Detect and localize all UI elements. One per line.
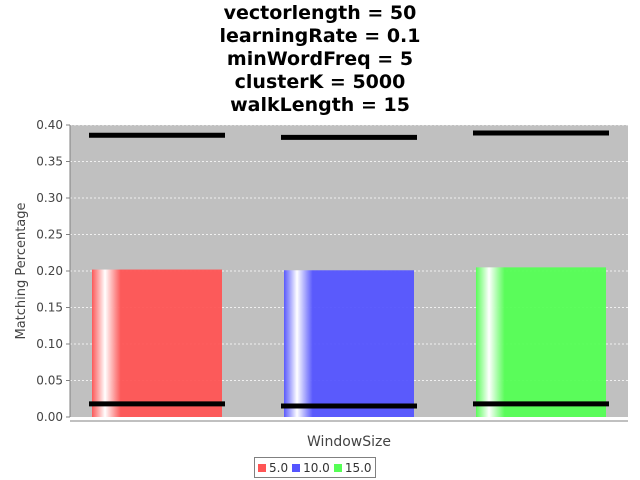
legend-label-10: 10.0	[303, 460, 330, 475]
legend-label-15: 15.0	[344, 460, 372, 475]
legend-swatch-5	[258, 463, 266, 472]
y-tick-label: 0.10	[36, 337, 63, 351]
title-line-walklength: walkLength = 15	[230, 94, 410, 116]
legend-item-5: 5.0	[258, 461, 288, 475]
chart-title: vectorlength = 50 learningRate = 0.1 min…	[0, 2, 640, 117]
title-line-clusterk: clusterK = 5000	[234, 71, 406, 93]
legend-item-15: 15.0	[333, 460, 372, 475]
legend-item-10: 10.0	[292, 461, 330, 475]
title-line-vectorlength: vectorlength = 50	[223, 2, 417, 24]
bar-5.0	[92, 269, 222, 417]
legend-label-5: 5.0	[269, 460, 289, 475]
y-tick-label: 0.15	[36, 301, 63, 315]
y-tick-label: 0.20	[36, 264, 63, 278]
y-tick-label: 0.25	[36, 228, 63, 242]
x-axis-label: WindowSize	[307, 434, 391, 450]
bar-10.0	[284, 270, 414, 417]
y-tick-label: 0.35	[36, 155, 63, 169]
y-tick-label: 0.00	[36, 410, 63, 424]
y-tick-label: 0.30	[36, 191, 63, 205]
bar-15.0	[476, 267, 606, 417]
legend-swatch-15	[333, 463, 342, 472]
legend: 5.0 10.0 15.0	[254, 457, 376, 478]
y-tick-label: 0.40	[36, 118, 63, 132]
y-axis-label: Matching Percentage	[14, 202, 29, 339]
legend-swatch-10	[292, 463, 301, 472]
title-line-learningrate: learningRate = 0.1	[219, 25, 421, 47]
title-line-minwordfreq: minWordFreq = 5	[226, 48, 414, 70]
y-tick-label: 0.05	[36, 374, 63, 388]
